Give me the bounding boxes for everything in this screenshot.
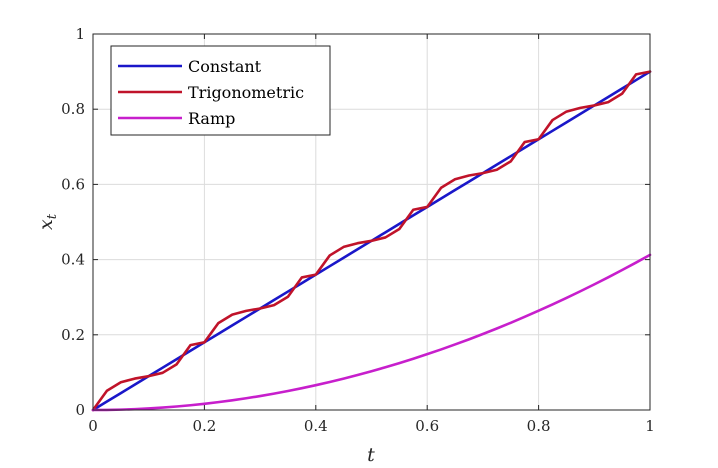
axes-box <box>92 33 651 411</box>
x-tick-label-3: 0.6 <box>415 417 439 435</box>
x-axis-label: t <box>367 444 375 466</box>
y-tick-label-3: 0.6 <box>61 175 85 193</box>
y-tick-label-0: 0 <box>75 401 85 419</box>
x-tick-label-2: 0.4 <box>304 417 328 435</box>
series-lines <box>91 70 652 412</box>
x-tick-label-5: 1 <box>645 417 655 435</box>
y-axis-label: xt <box>35 213 60 230</box>
x-tick-label-0: 0 <box>88 417 98 435</box>
y-axis-label-sub: t <box>45 213 60 219</box>
x-tick-label-4: 0.8 <box>527 417 551 435</box>
legend-box <box>110 45 331 136</box>
series-line-ramp <box>91 253 652 412</box>
legend-label-ramp: Ramp <box>188 109 235 128</box>
legend-label-trigonometric: Trigonometric <box>188 83 304 102</box>
legend-label-constant: Constant <box>188 57 262 76</box>
legend: Constant Trigonometric Ramp <box>110 45 331 136</box>
axes <box>92 33 651 411</box>
y-axis-label-base: x <box>35 219 57 230</box>
tick-labels: 0 0.2 0.4 0.6 0.8 1 0 0.2 0.4 0.6 0.8 1 <box>61 25 655 435</box>
x-tick-label-1: 0.2 <box>192 417 216 435</box>
y-tick-label-2: 0.4 <box>61 251 85 269</box>
y-tick-label-5: 1 <box>75 25 85 43</box>
legend-items: Constant Trigonometric Ramp <box>118 57 304 128</box>
series-line-trigonometric <box>91 70 652 412</box>
y-tick-label-1: 0.2 <box>61 326 85 344</box>
y-tick-label-4: 0.8 <box>61 100 85 118</box>
